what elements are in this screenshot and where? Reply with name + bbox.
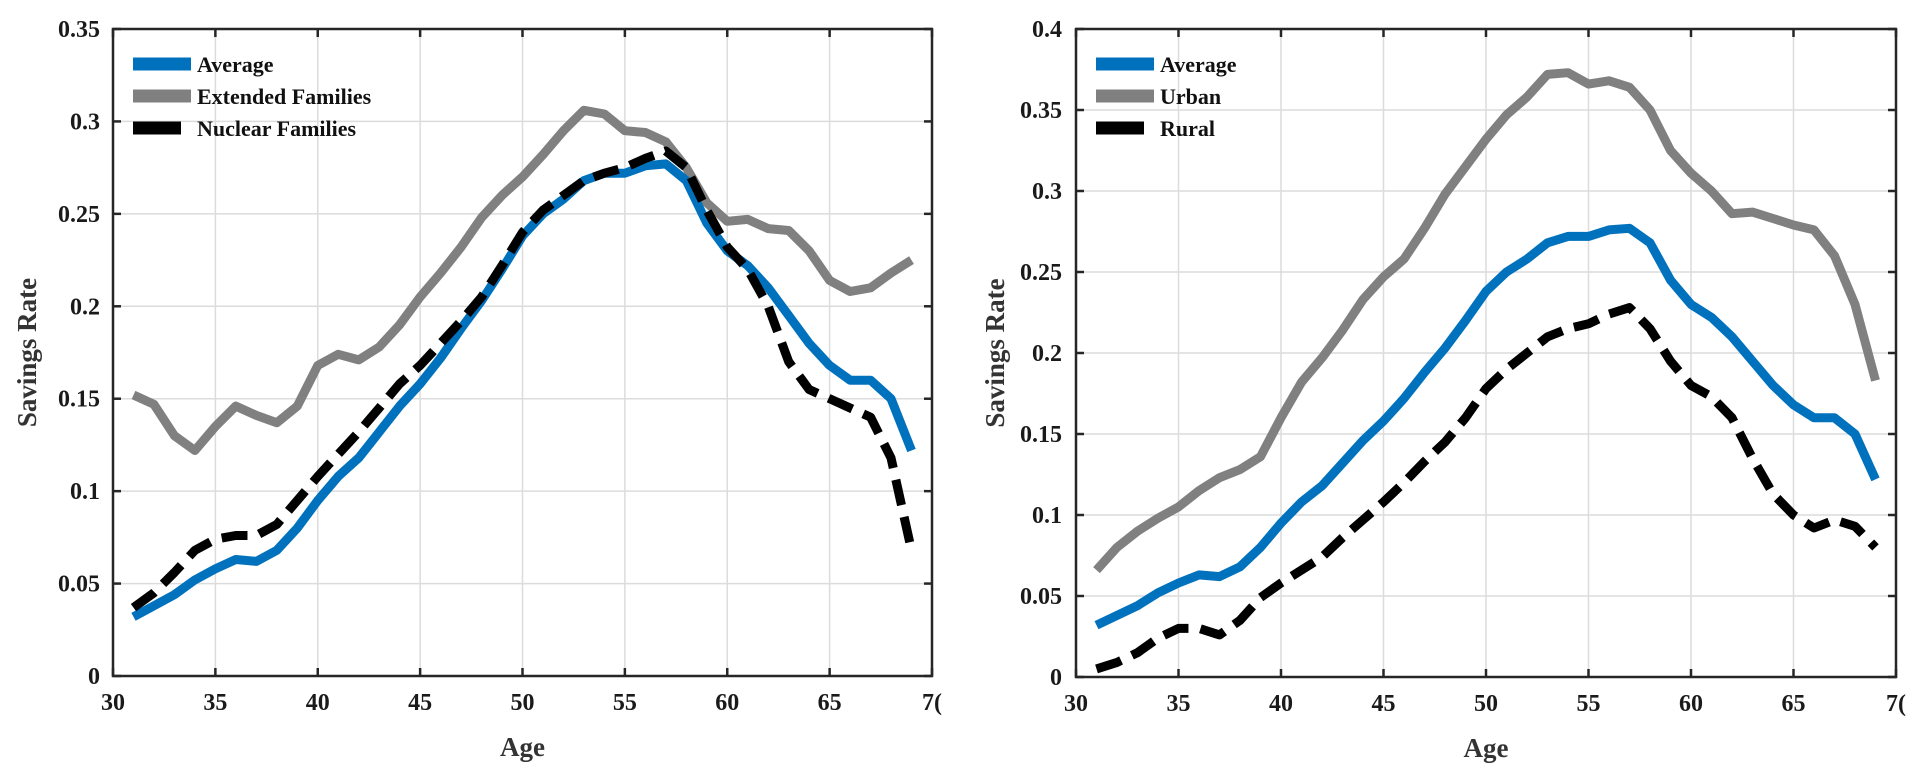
x-tick-label: 55 <box>613 690 637 716</box>
y-tick-label: 0.05 <box>58 572 100 598</box>
series-line-rural <box>1095 303 1879 674</box>
y-tick-label: 0.2 <box>70 294 100 320</box>
y-tick-label: 0.25 <box>58 202 100 228</box>
x-tick-label: 50 <box>1474 691 1498 717</box>
legend-label: Extended Families <box>197 84 372 109</box>
legend-label: Urban <box>1160 84 1221 109</box>
x-tick-label: 60 <box>715 690 739 716</box>
x-axis-title: Age <box>1464 733 1509 763</box>
legend-item: Average <box>133 52 274 77</box>
legend-label: Average <box>1160 52 1237 77</box>
legend-item: Urban <box>1096 84 1221 109</box>
y-tick-label: 0.1 <box>1032 503 1062 529</box>
y-tick-label: 0 <box>1050 665 1062 691</box>
y-tick-label: 0.3 <box>70 109 100 135</box>
y-tick-label: 0.1 <box>70 479 100 505</box>
series-line-extended-families <box>131 105 914 455</box>
x-tick-label: 40 <box>1269 691 1293 717</box>
legend-item: Rural <box>1096 116 1215 141</box>
legend: Average Extended Families Nuclear Families <box>133 52 372 141</box>
legend: Average Urban Rural <box>1096 52 1237 141</box>
y-axis: 0 0.05 0.1 0.15 0.2 0.25 0.3 0.35 <box>58 17 932 690</box>
y-tick-label: 0.35 <box>58 17 100 43</box>
grid <box>1076 29 1896 677</box>
x-axis-title: Age <box>500 732 545 762</box>
x-tick-label: 35 <box>1167 691 1191 717</box>
y-tick-label: 0 <box>88 664 100 690</box>
x-tick-label: 7( <box>1886 691 1906 717</box>
series-line-average <box>1094 223 1880 630</box>
legend-item: Nuclear Families <box>133 116 356 141</box>
x-tick-label: 60 <box>1679 691 1703 717</box>
x-tick-label: 65 <box>1782 691 1806 717</box>
y-tick-label: 0.35 <box>1020 98 1062 124</box>
x-tick-label: 50 <box>511 690 535 716</box>
grid <box>113 29 932 676</box>
series-line-urban <box>1093 68 1880 574</box>
y-tick-label: 0.15 <box>58 387 100 413</box>
x-tick-label: 7( <box>922 690 942 716</box>
series-lines <box>130 105 916 621</box>
x-tick-label: 40 <box>306 690 330 716</box>
x-tick-label: 30 <box>101 690 125 716</box>
legend-label: Nuclear Families <box>197 116 356 141</box>
y-axis-title: Savings Rate <box>980 278 1010 427</box>
x-tick-label: 30 <box>1064 691 1088 717</box>
x-tick-label: 65 <box>818 690 842 716</box>
x-axis: 30 35 40 45 50 55 60 65 7( <box>101 29 942 716</box>
legend-label: Rural <box>1160 116 1215 141</box>
y-tick-label: 0.4 <box>1032 17 1062 43</box>
y-axis: 0 0.05 0.1 0.15 0.2 0.25 0.3 0.35 0.4 <box>1020 17 1896 691</box>
legend-label: Average <box>197 52 274 77</box>
y-tick-label: 0.05 <box>1020 584 1062 610</box>
chart-left-extended-nuclear: 30 35 40 45 50 55 60 65 7( 0 0.05 0.1 0.15 0.2 0.25 0.3… <box>12 17 942 762</box>
x-axis: 30 35 40 45 50 55 60 65 7( <box>1064 29 1906 717</box>
series-line-nuclear-families <box>130 146 916 612</box>
legend-item: Average <box>1096 52 1237 77</box>
series-lines <box>1093 68 1880 674</box>
y-tick-label: 0.3 <box>1032 179 1062 205</box>
chart-right-urban-rural: 30 35 40 45 50 55 60 65 7( 0 0.05 0.1 0.15 0.2 0.25 0.3… <box>980 17 1906 763</box>
y-tick-label: 0.2 <box>1032 341 1062 367</box>
x-tick-label: 35 <box>203 690 227 716</box>
x-tick-label: 55 <box>1577 691 1601 717</box>
x-tick-label: 45 <box>1372 691 1396 717</box>
x-tick-label: 45 <box>408 690 432 716</box>
y-tick-label: 0.25 <box>1020 260 1062 286</box>
y-axis-title: Savings Rate <box>12 278 42 427</box>
y-tick-label: 0.15 <box>1020 422 1062 448</box>
legend-item: Extended Families <box>133 84 372 109</box>
